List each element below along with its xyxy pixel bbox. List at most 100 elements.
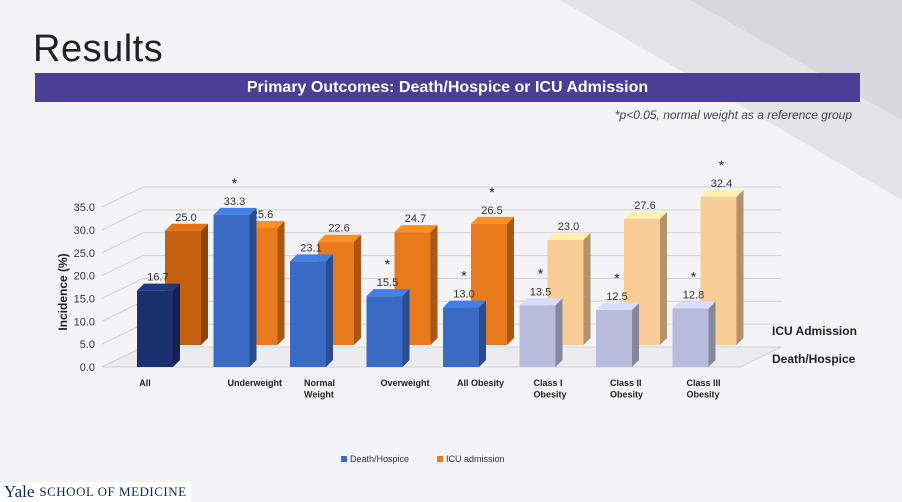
x-category-label: All Obesity bbox=[457, 378, 504, 388]
death-value-label: 12.8 bbox=[683, 290, 704, 302]
x-category-label: Class II bbox=[610, 378, 642, 388]
x-category-label: Obesity bbox=[610, 390, 643, 400]
depth-label-death: Death/Hospice bbox=[772, 352, 856, 366]
icu-bar-side bbox=[583, 232, 591, 345]
x-category-label: Overweight bbox=[381, 378, 430, 388]
icu-significance-marker: * bbox=[719, 157, 725, 173]
death-value-label: 13.5 bbox=[530, 286, 551, 298]
footer-school: SCHOOL OF MEDICINE bbox=[39, 484, 187, 499]
death-value-label: 23.1 bbox=[300, 242, 321, 254]
death-significance-marker: * bbox=[461, 268, 467, 284]
icu-bar-side bbox=[507, 216, 514, 345]
death-bar bbox=[366, 296, 403, 367]
legend-label-icu: ICU admission bbox=[446, 454, 505, 464]
death-bar-top bbox=[366, 289, 410, 297]
death-bar-side bbox=[632, 302, 639, 367]
death-bar-side bbox=[708, 301, 716, 367]
death-bar-top bbox=[672, 301, 716, 309]
gridline-side bbox=[101, 278, 144, 299]
x-category-label: Class III bbox=[687, 378, 721, 388]
death-bar-top bbox=[519, 298, 563, 306]
slide-title: Results bbox=[33, 28, 164, 70]
icu-bar-top bbox=[700, 189, 744, 197]
y-tick-label: 20.0 bbox=[74, 271, 95, 283]
y-axis-label: Incidence (%) bbox=[56, 253, 70, 330]
icu-bar-top bbox=[318, 234, 361, 242]
icu-value-label: 24.7 bbox=[405, 213, 426, 225]
icu-value-label: 25.6 bbox=[252, 209, 273, 221]
death-bar-top bbox=[290, 254, 333, 262]
icu-value-label: 22.6 bbox=[328, 223, 349, 235]
y-tick-label: 30.0 bbox=[74, 225, 95, 237]
death-bar bbox=[596, 309, 632, 367]
legend-swatch-death bbox=[341, 456, 347, 462]
death-bar-side bbox=[555, 298, 563, 367]
x-category-label: Normal bbox=[304, 378, 335, 388]
death-bar-top bbox=[137, 283, 180, 291]
icu-bar-top bbox=[165, 223, 208, 231]
y-tick-label: 10.0 bbox=[74, 316, 95, 328]
x-category-label: Obesity bbox=[534, 390, 567, 400]
footer-logo: Yale SCHOOL OF MEDICINE bbox=[0, 482, 191, 502]
y-tick-label: 0.0 bbox=[80, 362, 95, 374]
death-bar-side bbox=[249, 207, 257, 367]
death-bar bbox=[137, 290, 173, 367]
legend-swatch-icu bbox=[437, 456, 443, 462]
icu-bar-side bbox=[736, 189, 744, 345]
y-tick-label: 5.0 bbox=[80, 339, 95, 351]
death-value-label: 12.5 bbox=[606, 291, 627, 303]
death-bar-side bbox=[173, 283, 180, 367]
icu-value-label: 25.0 bbox=[175, 212, 196, 224]
icu-bar-side bbox=[277, 221, 285, 345]
gridline-side bbox=[101, 186, 144, 208]
y-tick-label: 25.0 bbox=[74, 248, 95, 260]
death-bar-side bbox=[479, 300, 486, 367]
icu-value-label: 26.5 bbox=[481, 205, 502, 217]
gridline-side bbox=[101, 255, 144, 277]
icu-bar-top bbox=[547, 232, 591, 240]
death-bar bbox=[213, 214, 250, 367]
x-category-label: Underweight bbox=[228, 378, 283, 388]
significance-footnote: *p<0.05, normal weight as a reference gr… bbox=[614, 108, 852, 122]
icu-value-label: 27.6 bbox=[634, 200, 655, 212]
death-significance-marker: * bbox=[232, 175, 238, 191]
legend-label-death: Death/Hospice bbox=[350, 454, 409, 464]
y-tick-label: 35.0 bbox=[74, 202, 95, 214]
icu-bar-side bbox=[354, 234, 361, 345]
death-significance-marker: * bbox=[614, 270, 620, 286]
death-bar-top bbox=[443, 300, 486, 308]
x-category-label: Obesity bbox=[687, 390, 720, 400]
death-value-label: 33.3 bbox=[224, 196, 245, 208]
icu-significance-marker: * bbox=[489, 184, 495, 200]
death-bar bbox=[290, 261, 326, 367]
death-bar-top bbox=[596, 302, 639, 310]
icu-value-label: 32.4 bbox=[711, 178, 732, 190]
death-bar-side bbox=[326, 254, 333, 367]
death-bar-top bbox=[213, 207, 257, 215]
icu-bar-side bbox=[660, 211, 667, 345]
section-banner: Primary Outcomes: Death/Hospice or ICU A… bbox=[35, 73, 860, 102]
icu-value-label: 23.0 bbox=[558, 221, 579, 233]
depth-label-icu: ICU Admission bbox=[772, 324, 857, 338]
icu-bar-side bbox=[430, 225, 438, 345]
gridline-side bbox=[101, 209, 144, 231]
y-tick-label: 15.0 bbox=[74, 293, 95, 305]
icu-bar-top bbox=[394, 225, 438, 233]
death-bar bbox=[519, 305, 556, 367]
death-significance-marker: * bbox=[691, 269, 697, 285]
gridline-side bbox=[101, 300, 144, 322]
gridline-side bbox=[101, 232, 144, 254]
death-value-label: 15.5 bbox=[377, 277, 398, 289]
footer-brand: Yale bbox=[4, 482, 35, 501]
icu-bar-top bbox=[471, 216, 514, 224]
x-category-label: Weight bbox=[304, 390, 334, 400]
icu-bar-top bbox=[624, 211, 667, 219]
death-bar-side bbox=[402, 289, 410, 367]
death-bar bbox=[672, 308, 709, 367]
icu-bar-side bbox=[201, 223, 208, 345]
death-significance-marker: * bbox=[538, 265, 544, 281]
death-value-label: 13.0 bbox=[453, 289, 474, 301]
death-bar bbox=[443, 307, 479, 367]
x-category-label: All bbox=[139, 378, 151, 388]
